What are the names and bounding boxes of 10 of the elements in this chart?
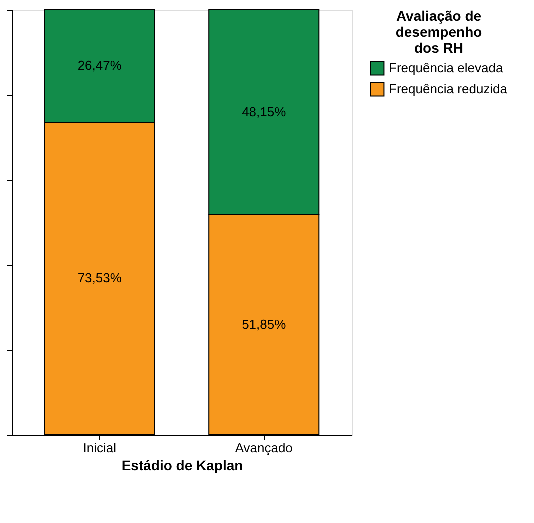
legend-title: Avaliação de desempenho dos RH — [396, 8, 482, 56]
x-axis-title: Estádio de Kaplan — [122, 458, 244, 474]
data-label: 48,15% — [242, 104, 287, 120]
data-label: 73,53% — [78, 270, 122, 286]
data-label: 51,85% — [242, 316, 287, 332]
legend-label: Frequência reduzida — [389, 82, 508, 96]
x-tick-label: Avançado — [235, 440, 293, 456]
x-tick-label: Inicial — [83, 440, 117, 456]
data-label: 26,47% — [78, 58, 122, 74]
legend-label: Frequência elevada — [389, 60, 504, 76]
